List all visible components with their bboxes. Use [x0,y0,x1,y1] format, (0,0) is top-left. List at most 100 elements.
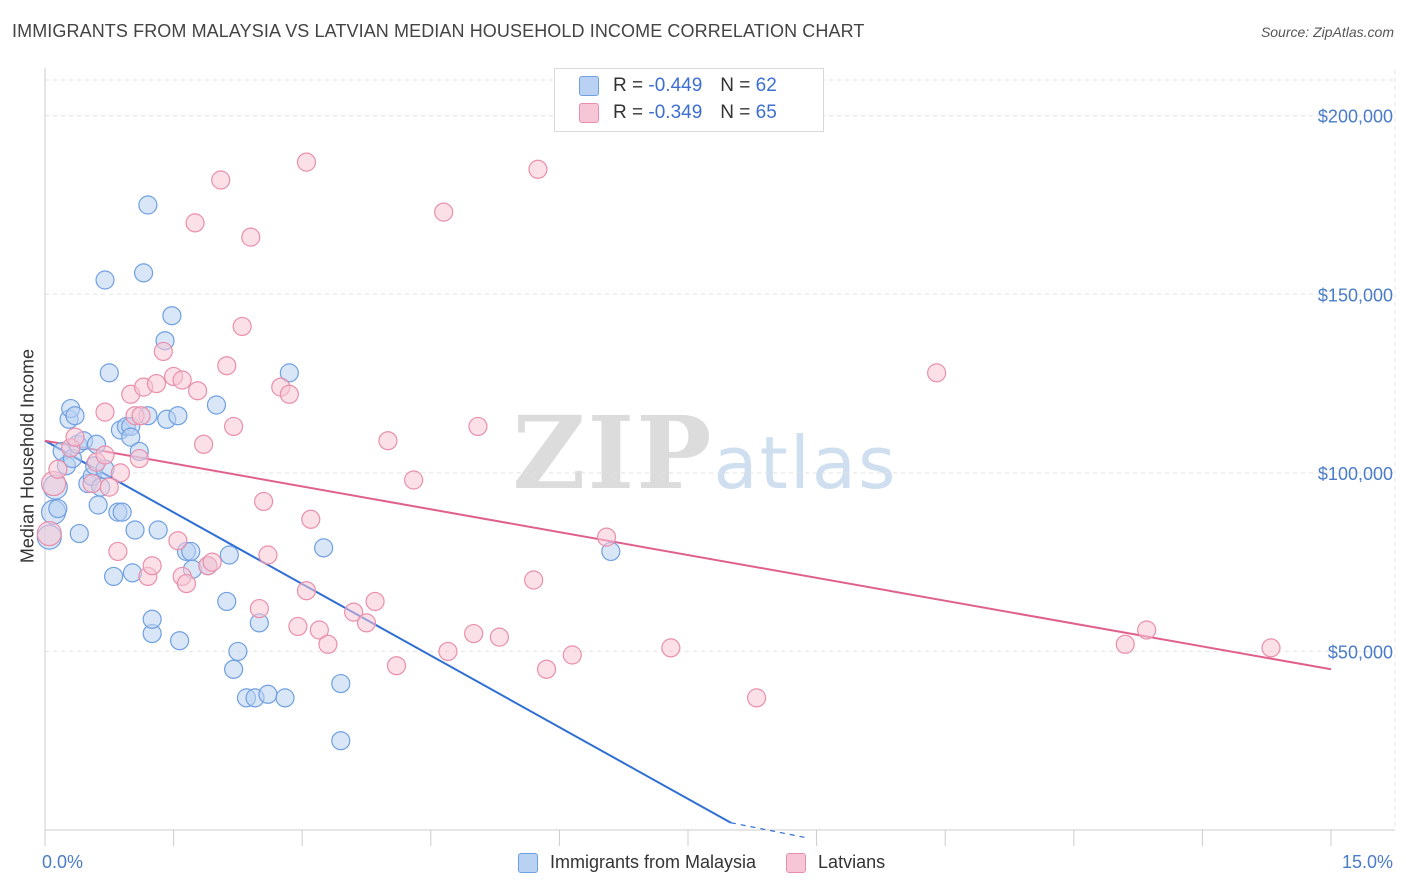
trendline-malaysia [44,439,732,824]
point-malaysia[interactable] [95,270,115,290]
point-malaysia[interactable] [88,495,108,515]
point-latvian[interactable] [596,527,617,547]
legend-swatch-malaysia [579,76,599,96]
point-latvian[interactable] [536,659,557,679]
point-malaysia[interactable] [217,591,237,612]
point-latvian[interactable] [82,473,102,494]
series-label-latvians: Latvians [818,852,886,872]
point-latvian[interactable] [241,227,261,247]
point-latvian[interactable] [48,459,68,479]
point-latvian[interactable] [438,641,458,662]
point-malaysia[interactable] [314,538,334,558]
point-malaysia[interactable] [228,641,248,662]
point-malaysia[interactable] [138,195,158,215]
point-latvian[interactable] [404,470,424,490]
point-latvian[interactable] [356,613,377,633]
point-latvian[interactable] [153,341,173,362]
point-latvian[interactable] [185,213,205,233]
point-latvian[interactable] [1137,620,1157,640]
point-latvian[interactable] [217,356,237,376]
point-latvian[interactable] [378,431,398,451]
point-latvian[interactable] [95,445,115,465]
point-latvian[interactable] [562,645,582,665]
point-latvian[interactable] [36,520,62,547]
point-latvian[interactable] [95,402,115,422]
point-malaysia[interactable] [48,498,68,519]
point-latvian[interactable] [468,416,488,437]
point-latvian[interactable] [194,434,214,454]
point-latvian[interactable] [172,370,192,390]
point-latvian[interactable] [344,602,364,622]
point-malaysia[interactable] [112,502,132,522]
point-latvian[interactable] [288,616,308,637]
point-latvian[interactable] [296,581,317,601]
point-latvian[interactable] [434,202,454,222]
point-malaysia[interactable] [275,688,295,708]
point-malaysia[interactable] [168,406,188,426]
series-legend: Immigrants from Malaysia Latvians [518,852,915,873]
point-malaysia[interactable] [224,659,244,679]
point-latvian[interactable] [142,556,162,576]
point-latvian[interactable] [927,363,947,383]
point-latvian[interactable] [108,541,128,562]
point-malaysia[interactable] [258,684,278,704]
series-legend-malaysia[interactable]: Immigrants from Malaysia [518,852,756,873]
point-latvian[interactable] [318,634,338,654]
point-latvian[interactable] [301,509,321,529]
points-layer [36,152,1281,751]
point-latvian[interactable] [489,627,509,647]
point-latvian[interactable] [110,463,131,483]
point-latvian[interactable] [99,477,119,497]
point-malaysia[interactable] [125,520,145,540]
point-malaysia[interactable] [279,363,299,383]
tick-labels: $50,000 $100,000 $150,000 $200,000 0.0% 15.0% [42,107,1393,872]
point-latvian[interactable] [258,545,278,565]
point-latvian[interactable] [524,570,544,590]
y-tick-label: $150,000 [1318,285,1393,305]
point-malaysia[interactable] [65,406,85,426]
point-latvian[interactable] [746,688,767,708]
point-malaysia[interactable] [162,306,182,326]
point-malaysia[interactable] [148,520,168,540]
point-latvian[interactable] [131,406,151,426]
point-malaysia[interactable] [69,523,89,544]
series-legend-latvians[interactable]: Latvians [786,852,885,873]
point-latvian[interactable] [224,416,244,437]
point-latvian[interactable] [65,427,85,447]
watermark-zip: ZIP [513,394,714,512]
point-latvian[interactable] [176,573,197,594]
point-latvian[interactable] [279,384,299,404]
point-latvian[interactable] [296,152,317,172]
point-malaysia[interactable] [103,566,124,587]
point-latvian[interactable] [146,373,167,394]
point-latvian[interactable] [188,381,208,401]
point-latvian[interactable] [254,491,274,512]
point-latvian[interactable] [1261,638,1281,658]
point-latvian[interactable] [1115,634,1135,654]
point-latvian[interactable] [232,316,252,337]
point-malaysia[interactable] [99,363,119,383]
point-malaysia[interactable] [206,395,227,415]
point-latvian[interactable] [365,591,385,612]
series-swatch-malaysia [518,852,538,873]
point-malaysia[interactable] [219,545,239,565]
point-malaysia[interactable] [121,427,141,447]
point-malaysia[interactable] [331,673,351,694]
point-latvian[interactable] [202,552,222,572]
point-latvian[interactable] [129,448,149,469]
point-latvian[interactable] [661,638,681,658]
point-latvian[interactable] [249,598,269,619]
point-malaysia[interactable] [170,631,190,651]
point-malaysia[interactable] [133,263,154,283]
point-malaysia[interactable] [331,731,351,751]
point-latvian[interactable] [386,656,407,676]
legend-r-label: R = [613,75,644,96]
point-latvian[interactable] [168,531,188,551]
point-malaysia[interactable] [142,609,162,629]
point-latvian[interactable] [528,159,548,179]
point-latvian[interactable] [211,170,231,190]
point-latvian[interactable] [309,620,329,640]
point-latvian[interactable] [464,623,484,644]
x-tick-label-max: 15.0% [1342,852,1393,872]
